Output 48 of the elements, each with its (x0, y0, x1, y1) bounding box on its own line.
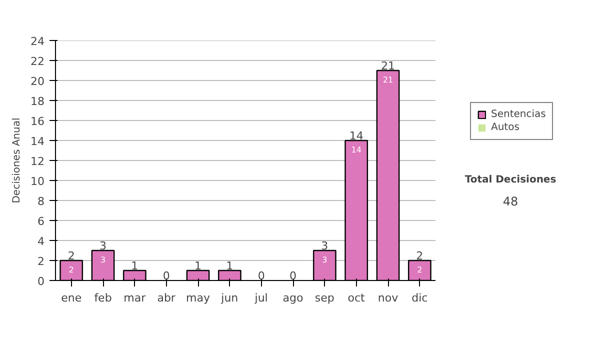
y-tick-label: 16 (30, 115, 45, 128)
total-label: 3 (321, 240, 328, 252)
y-tick-label: 20 (30, 75, 45, 88)
x-tick-label: jun (220, 292, 238, 304)
x-tick-label: jul (254, 292, 268, 304)
x-tick-label: feb (94, 292, 112, 304)
y-tick-label: 8 (38, 195, 44, 208)
y-axis-title: Decisiones Anual (12, 118, 23, 204)
y-tick-label: 12 (30, 155, 45, 168)
data-label: 3 (322, 256, 328, 264)
y-tick-label: 2 (38, 255, 44, 268)
y-tick-label: 18 (30, 95, 45, 108)
total-label: 14 (349, 130, 364, 142)
text: Total Decisiones (464, 174, 556, 186)
y-tick-label: 4 (38, 235, 44, 248)
x-tick-label: oct (348, 292, 366, 304)
total-label: 0 (162, 270, 170, 282)
y-tick-label: 10 (30, 175, 45, 188)
data-label: 3 (100, 256, 106, 264)
data-label: 21 (382, 76, 394, 84)
x-tick-label: abr (157, 292, 176, 304)
x-tick-label: nov (378, 292, 399, 304)
total-label: 21 (381, 60, 395, 72)
data-label: 14 (351, 146, 362, 154)
x-tick-label: ago (282, 292, 304, 304)
data-label: 2 (68, 266, 74, 274)
y-tick-label: 22 (30, 55, 45, 68)
x-tick-label: may (186, 292, 210, 304)
data-label: 2 (417, 266, 422, 274)
total-label: 3 (100, 240, 106, 252)
total-label: 2 (416, 250, 424, 262)
x-tick-label: dic (412, 292, 428, 304)
y-tick-label: 6 (38, 215, 44, 228)
total-label: 1 (226, 260, 234, 272)
legend-label: Sentencias (491, 109, 546, 120)
x-tick-label: ene (61, 292, 82, 304)
y-tick-label: 14 (30, 135, 45, 148)
y-tick-label: 0 (38, 275, 44, 288)
total-label: 1 (194, 260, 202, 272)
x-tick-label: mar (124, 292, 146, 304)
total-label: 0 (290, 270, 296, 282)
total-label: 1 (131, 260, 138, 272)
legend-label: Autos (491, 122, 520, 133)
text: 48 (502, 194, 518, 208)
x-tick-label: sep (314, 292, 334, 304)
y-tick-label: 24 (30, 35, 45, 48)
total-label: 2 (68, 250, 75, 262)
total-label: 0 (258, 270, 265, 282)
